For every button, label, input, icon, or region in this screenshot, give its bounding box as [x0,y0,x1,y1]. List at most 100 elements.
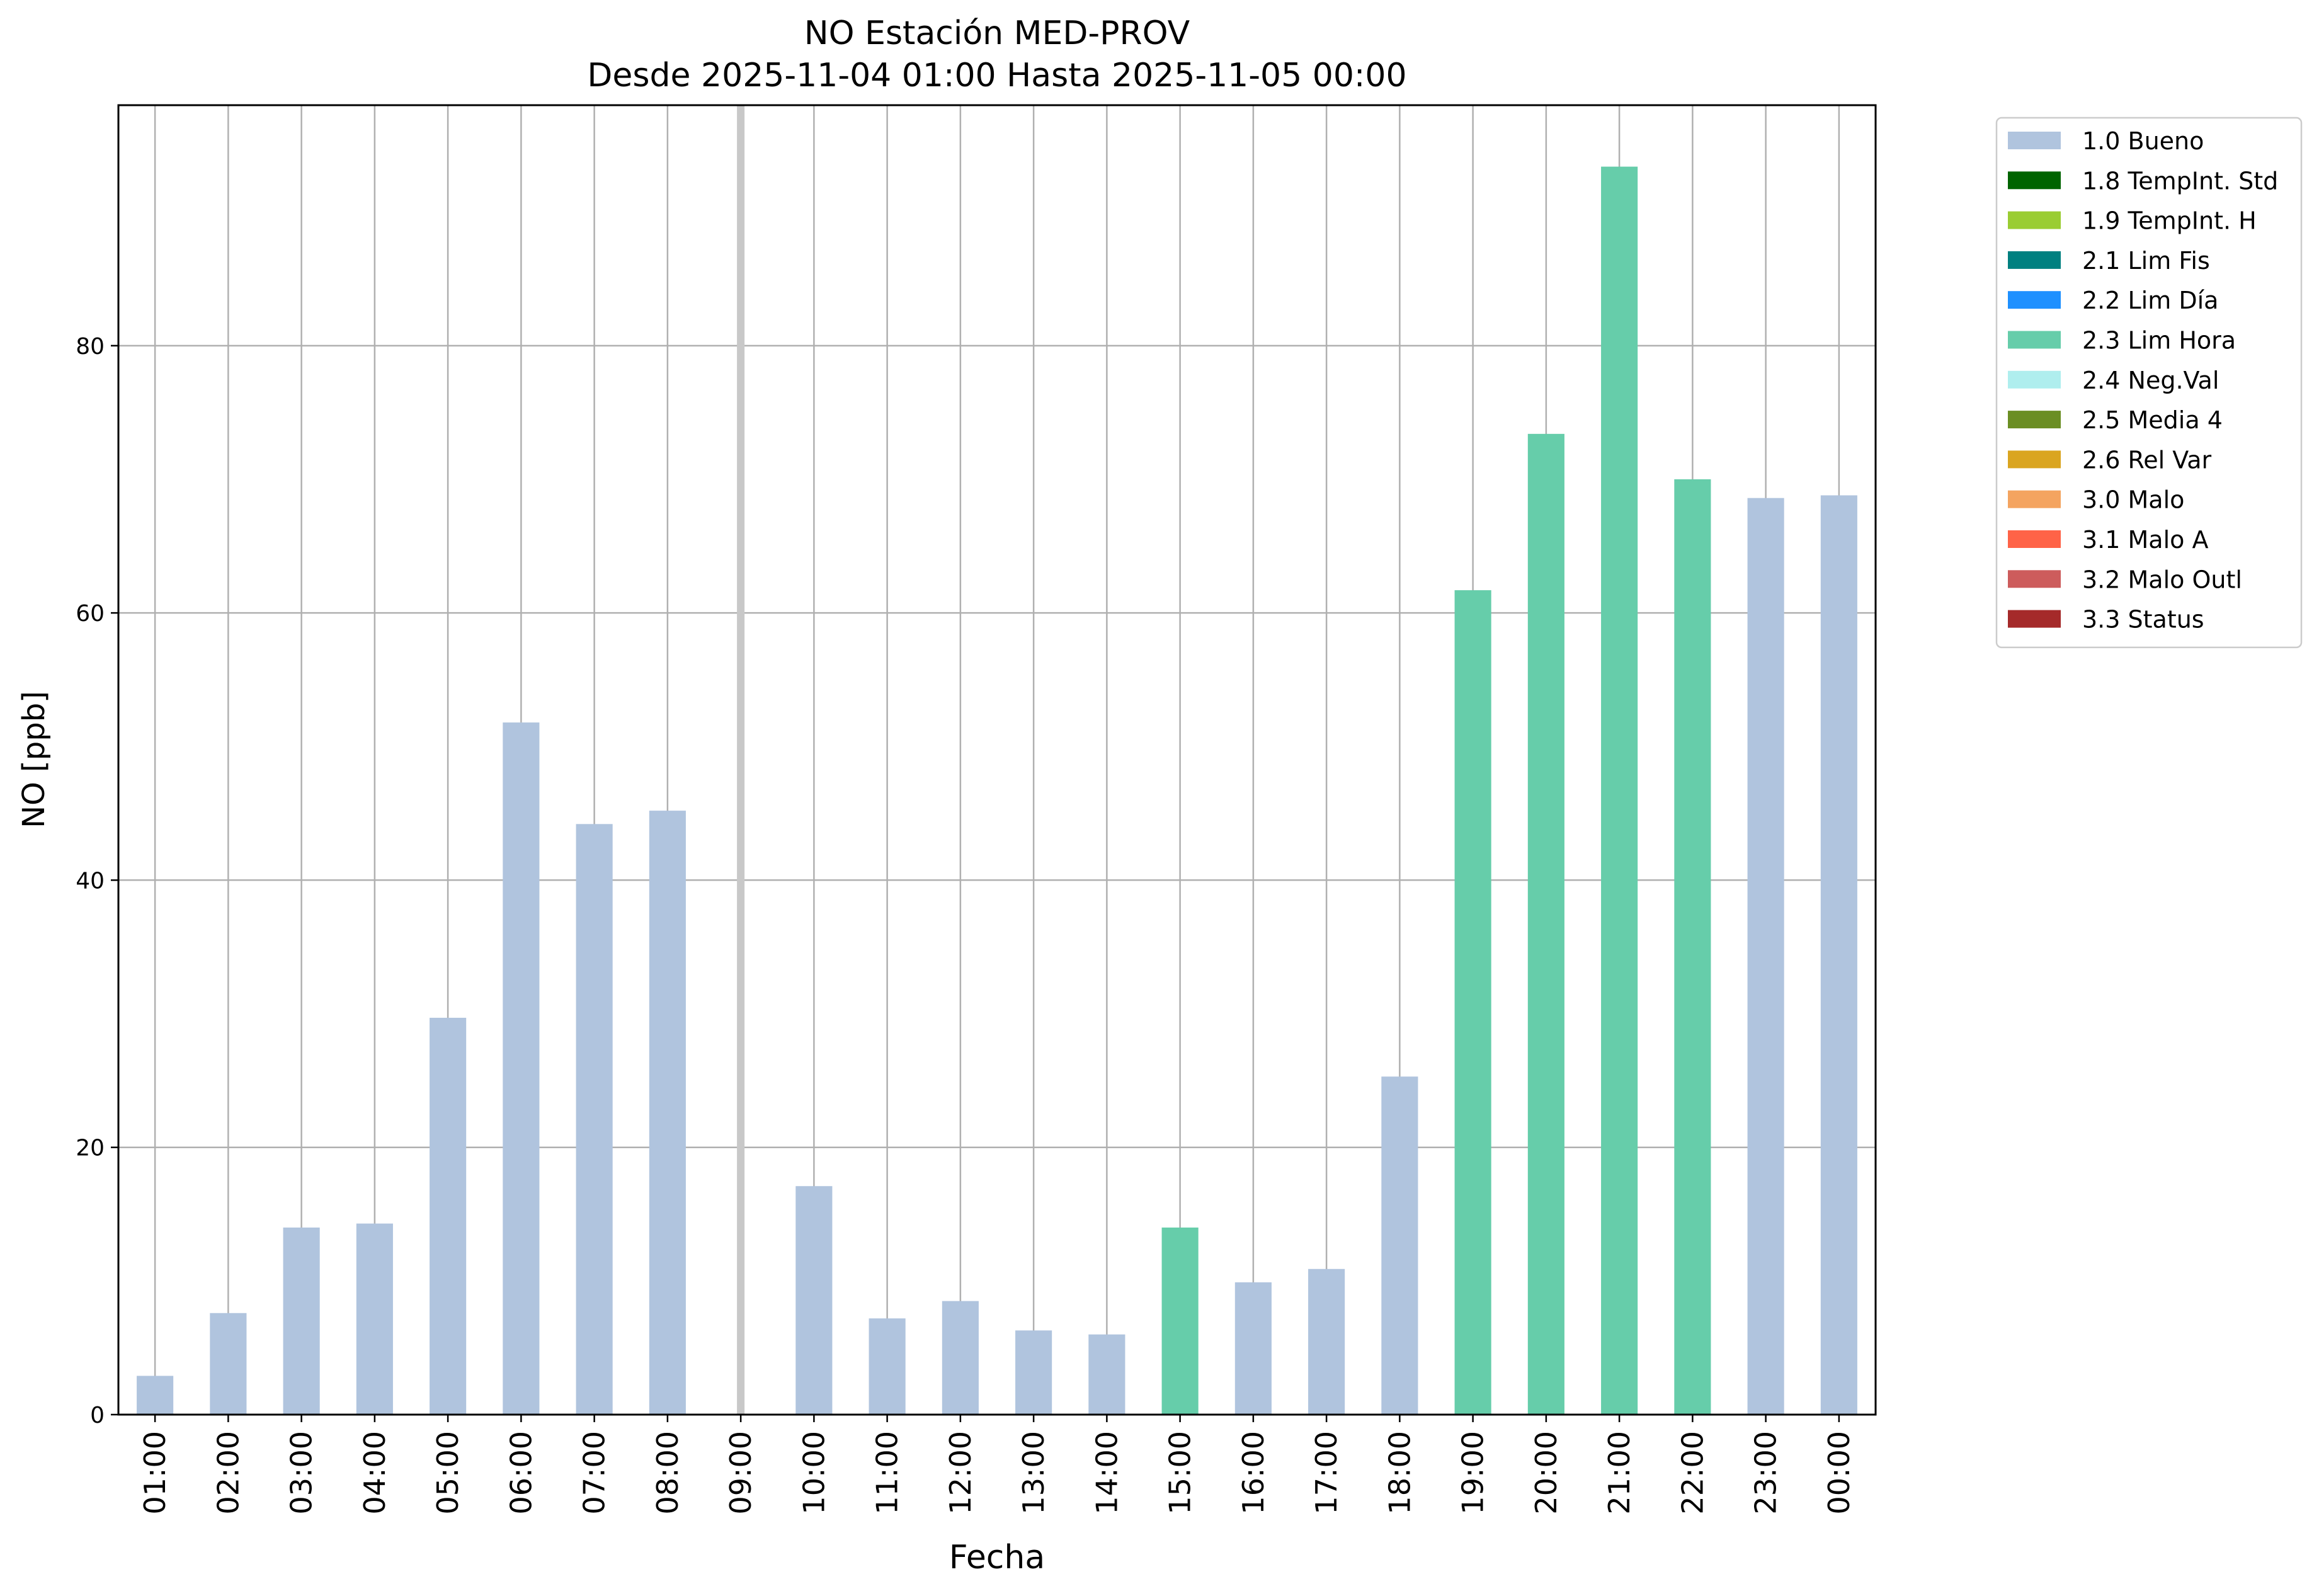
legend-label: 3.0 Malo [2082,486,2184,514]
x-tick-label: 10:00 [797,1431,831,1515]
bar-15:00 [1161,1228,1199,1415]
x-tick-label: 07:00 [578,1431,612,1515]
x-tick-label: 00:00 [1822,1431,1856,1515]
bar-05:00 [430,1017,467,1415]
bar-00:00 [1820,495,1857,1415]
legend-item: 1.8 TempInt. Std [2008,167,2278,195]
x-tick-label: 05:00 [431,1431,465,1515]
legend-label: 2.3 Lim Hora [2082,327,2236,355]
legend-label: 2.5 Media 4 [2082,406,2223,434]
x-axis-label: Fecha [949,1539,1045,1576]
legend-label: 3.3 Status [2082,606,2204,634]
legend-swatch [2008,530,2061,548]
legend-item: 1.9 TempInt. H [2008,207,2257,235]
y-tick-label: 20 [76,1136,105,1161]
legend-label: 1.0 Bueno [2082,127,2204,155]
legend-frame [1995,117,2303,649]
x-tick-label: 19:00 [1456,1431,1490,1515]
chart-subtitle: Desde 2025-11-04 01:00 Hasta 2025-11-05 … [587,57,1406,94]
bar-04:00 [356,1223,393,1415]
legend-label: 3.2 Malo Outl [2082,566,2242,593]
x-tick-label: 04:00 [358,1431,392,1515]
legend-item: 2.2 Lim Día [2008,287,2218,314]
bar-06:00 [503,722,540,1415]
legend-swatch [2008,370,2061,389]
y-tick-label: 40 [76,868,105,894]
y-tick-label: 80 [76,334,105,360]
legend-swatch [2008,251,2061,269]
x-tick-label: 01:00 [138,1431,172,1515]
legend-label: 3.1 Malo A [2082,526,2208,554]
bar-21:00 [1601,166,1638,1415]
x-axis: 01:00 02:00 03:00 04:00 05:00 06:00 07:00 08:00… [138,1415,1856,1515]
legend-item: 2.3 Lim Hora [2008,327,2236,355]
x-tick-label: 13:00 [1017,1431,1051,1515]
legend-swatch [2008,610,2061,628]
bar-11:00 [869,1318,906,1415]
y-tick-label: 0 [90,1403,105,1428]
x-tick-label: 09:00 [724,1431,758,1515]
legend-label: 1.9 TempInt. H [2082,207,2257,235]
bar-23:00 [1747,498,1784,1415]
x-tick-label: 12:00 [943,1431,977,1515]
legend-swatch [2008,291,2061,309]
legend-label: 1.8 TempInt. Std [2082,167,2278,195]
legend-swatch [2008,450,2061,469]
bar-19:00 [1454,590,1491,1415]
legend-item: 2.5 Media 4 [2008,406,2223,434]
legend-item: 3.0 Malo [2008,486,2184,514]
legend-label: 2.6 Rel Var [2082,446,2212,474]
legend-label: 2.1 Lim Fis [2082,247,2210,275]
legend-label: 2.4 Neg.Val [2082,367,2219,394]
bar-16:00 [1234,1282,1272,1415]
bar-08:00 [649,811,686,1415]
bar-13:00 [1015,1330,1052,1415]
x-tick-label: 14:00 [1090,1431,1124,1515]
x-tick-label: 08:00 [651,1431,685,1515]
chart-title: NO Estación MED-PROV [804,14,1190,52]
bar-20:00 [1527,433,1564,1415]
x-tick-label: 18:00 [1382,1431,1416,1515]
missing-markers [737,105,745,1415]
legend-swatch [2008,411,2061,429]
legend-swatch [2008,132,2061,149]
x-tick-label: 22:00 [1675,1431,1709,1515]
bars [137,166,1857,1415]
x-tick-label: 15:00 [1163,1431,1197,1515]
y-tick-label: 60 [76,601,105,627]
x-tick-label: 21:00 [1602,1431,1636,1515]
x-tick-label: 06:00 [504,1431,538,1515]
legend-swatch [2008,211,2061,229]
bar-22:00 [1674,479,1711,1415]
x-tick-label: 03:00 [285,1431,319,1515]
bar-07:00 [576,824,613,1415]
missing-data-marker [737,105,745,1415]
x-tick-label: 23:00 [1749,1431,1783,1515]
legend-item: 3.1 Malo A [2008,526,2208,554]
legend-item: 1.0 Bueno [2008,127,2204,155]
plot-frame [117,104,1877,1416]
bar-03:00 [283,1228,320,1415]
bar-02:00 [210,1313,247,1415]
bar-10:00 [795,1186,833,1415]
legend-swatch [2008,171,2061,190]
bar-17:00 [1308,1268,1345,1415]
legend-item: 2.1 Lim Fis [2008,247,2210,275]
legend-swatch [2008,490,2061,508]
legend-label: 2.2 Lim Día [2082,287,2218,314]
legend-item: 3.2 Malo Outl [2008,566,2242,593]
legend-item: 3.3 Status [2008,606,2204,634]
x-tick-label: 17:00 [1309,1431,1343,1515]
x-tick-label: 16:00 [1236,1431,1270,1515]
x-tick-label: 02:00 [211,1431,245,1515]
y-axis-label: NO [ppb] [16,691,52,828]
bar-14:00 [1088,1334,1125,1415]
x-tick-label: 20:00 [1529,1431,1563,1515]
legend-item: 2.6 Rel Var [2008,446,2212,474]
bar-12:00 [942,1301,979,1415]
legend-item: 2.4 Neg.Val [2008,367,2219,394]
legend-swatch [2008,331,2061,349]
legend: 1.0 Bueno 1.8 TempInt. Std 1.9 TempInt. H 2… [1995,117,2303,649]
